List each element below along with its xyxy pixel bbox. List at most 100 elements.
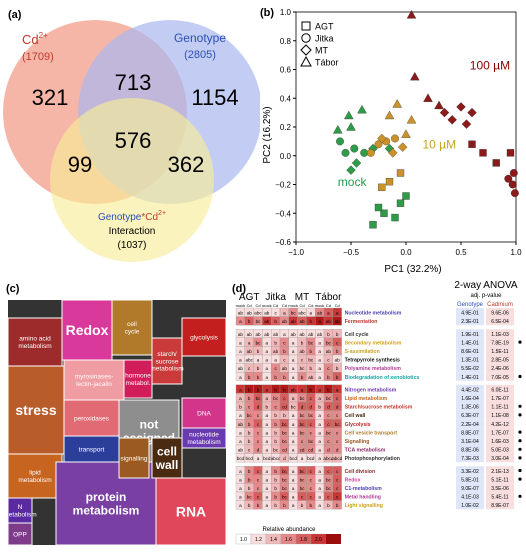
anova-cadmium-value: 1.7E-07 bbox=[491, 396, 509, 402]
anova-cadmium-value: 6.5E-04 bbox=[491, 319, 509, 325]
anova-genotype-value: 5.8E-01 bbox=[461, 477, 479, 483]
heatmap-cell-letter: a bbox=[318, 503, 321, 508]
heatmap-cell-letter: a bbox=[266, 422, 269, 427]
anova-genotype-value: 3.3E-02 bbox=[461, 469, 479, 475]
heatmap-row: a b c a b bc a bc c a c c Cell division 3.3E-02 2.1E-1… bbox=[235, 466, 522, 475]
pca-point bbox=[434, 100, 444, 110]
heatmap-cell-letter: ab bbox=[282, 366, 288, 371]
anova-genotype-cell bbox=[456, 466, 484, 475]
heatmap-cell-letter: a bbox=[257, 456, 260, 461]
anova-cadmium-cell bbox=[486, 316, 514, 326]
pca-point bbox=[350, 144, 359, 153]
heatmap-cell-letter: bc bbox=[256, 396, 262, 401]
heatmap-cell-letter: b bbox=[257, 387, 260, 392]
anova-cadmium-cell bbox=[486, 445, 514, 454]
treemap-label: metabolism bbox=[18, 477, 51, 484]
heatmap-cell-letter: abc bbox=[245, 358, 253, 363]
pca-point bbox=[492, 159, 500, 167]
heatmap-row-label: Secondary metabolism bbox=[345, 340, 402, 346]
heatmap-cell-letter: bc bbox=[282, 439, 288, 444]
heatmap-row: a ab b a ab b a ab b a ab b S-assimilation 8.6E-01 1.5… bbox=[235, 346, 514, 356]
pca-annotation: 10 µM bbox=[423, 138, 457, 152]
venn-interaction-label: Genotype*Cd2+ bbox=[98, 210, 166, 223]
heatmap-cell-letter: c bbox=[310, 486, 313, 491]
pca-point bbox=[346, 165, 356, 175]
heatmap-cell-letter: c bbox=[257, 430, 260, 435]
heatmap-cell-letter: ab bbox=[273, 332, 279, 337]
heatmap-subcol: Cd bbox=[335, 303, 340, 308]
pca-xlabel: PC1 (32.2%) bbox=[384, 264, 441, 275]
heatmap-cell bbox=[332, 453, 342, 463]
heatmap-cell-letter: b bbox=[301, 375, 304, 380]
treemap-label: not bbox=[140, 418, 159, 432]
anova-cadmium-cell bbox=[486, 393, 514, 402]
anova-cadmium-cell bbox=[486, 474, 514, 484]
heatmap-cell-letter: cd bbox=[282, 448, 287, 453]
heatmap-cell-letter: c bbox=[336, 413, 339, 418]
pca-xtick: −0.5 bbox=[343, 248, 359, 257]
anova-cadmium-cell bbox=[486, 419, 514, 428]
heatmap-cell-letter: c bbox=[301, 439, 304, 444]
heatmap-cell-letter: ab bbox=[247, 349, 253, 354]
anova-cadmium-value: 1.6E-03 bbox=[491, 439, 509, 445]
heatmap-row-label: Cell vesicle transport bbox=[345, 430, 398, 436]
treemap-label: cycle bbox=[125, 328, 140, 335]
treemap-cell: stress bbox=[7, 365, 65, 455]
pca-point bbox=[377, 133, 387, 144]
anova-genotype-value: 4.4E-02 bbox=[461, 387, 479, 393]
pca-ytick: −0.4 bbox=[275, 209, 291, 218]
pca-point bbox=[351, 158, 362, 168]
heatmap-cell-letter: abcd bbox=[323, 456, 333, 461]
heatmap-cell-letter: c bbox=[336, 396, 339, 401]
significance-marker bbox=[518, 439, 522, 443]
heatmap-cell-letter: b bbox=[274, 413, 277, 418]
anova-cadmium-value: 6.0E-11 bbox=[491, 387, 508, 393]
anova-genotype-value: 7.3E-03 bbox=[461, 456, 479, 462]
heatmap-subcol: Cd bbox=[299, 303, 304, 308]
heatmap-cell-letter: c bbox=[283, 340, 286, 345]
legend-label: AGT bbox=[315, 22, 334, 32]
heatmap-cell-letter: bc bbox=[247, 413, 253, 418]
heatmap-row: a a bc a b c a b bc a bc c Secondary metabolism 1.4E-… bbox=[235, 337, 522, 347]
anova-genotype-value: 8.8E-06 bbox=[461, 448, 479, 454]
heatmap-subcol: mock bbox=[288, 303, 298, 308]
heatmap-cell-letter: bc bbox=[273, 448, 279, 453]
pca-point bbox=[380, 209, 388, 217]
heatmap-cell-letter: a bbox=[239, 477, 242, 482]
pca-point bbox=[410, 71, 420, 81]
heatmap-cell-letter: ab bbox=[299, 319, 305, 324]
treemap-label: signalling bbox=[120, 455, 147, 462]
heatmap-cell-letter: ab bbox=[273, 349, 279, 354]
pca-point bbox=[396, 199, 405, 207]
legend-title: Relative abundance bbox=[262, 527, 316, 533]
treemap-label: peroxidases bbox=[74, 415, 110, 422]
heatmap-subcol: mock bbox=[236, 303, 246, 308]
treemap-label: cell bbox=[127, 321, 137, 328]
heatmap-cell-letter: a bbox=[239, 396, 242, 401]
heatmap-cell-letter: bc bbox=[300, 430, 306, 435]
heatmap-cell-letter: a bbox=[318, 358, 321, 363]
heatmap-cell-letter: c bbox=[301, 358, 304, 363]
legend-swatch-label: 2.0 bbox=[315, 537, 322, 543]
anova-genotype-value: 1.0E-02 bbox=[461, 503, 479, 509]
heatmap-cell-letter: c bbox=[336, 486, 339, 491]
anova-cadmium-cell bbox=[486, 346, 514, 355]
treemap-cell: signalling bbox=[118, 437, 150, 479]
heatmap-row-label: Light signalling bbox=[345, 503, 383, 509]
anova-col-cadmium: Cadmium bbox=[487, 302, 513, 308]
heatmap-cell-letter: a bbox=[301, 387, 304, 392]
heatmap-cell-letter: bc bbox=[256, 340, 262, 345]
heatmap-cell-letter: bc bbox=[300, 366, 306, 371]
heatmap-cell-letter: d bbox=[310, 405, 313, 410]
heatmap-subcol: Cd bbox=[326, 303, 331, 308]
treemap-label: cell bbox=[157, 445, 177, 459]
anova-genotype-cell bbox=[456, 316, 484, 326]
anova-genotype-cell bbox=[456, 372, 484, 381]
heatmap-cell-letter: a bbox=[239, 439, 242, 444]
heatmap-cell-letter: c bbox=[336, 430, 339, 435]
heatmap-cell-letter: ab bbox=[317, 311, 323, 316]
heatmap-cell-letter: ab bbox=[255, 332, 261, 337]
